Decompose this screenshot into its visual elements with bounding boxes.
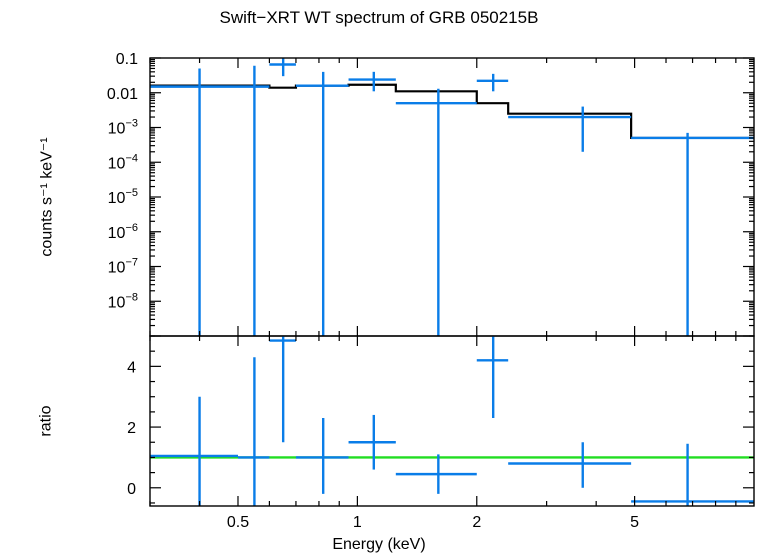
ratio-y-axis-label: ratio xyxy=(37,405,55,437)
ratio-y-tick-label: 2 xyxy=(127,420,136,437)
x-tick-label: 0.5 xyxy=(227,514,249,531)
spectrum-y-tick-label: 10−5 xyxy=(108,187,138,207)
ratio-frame xyxy=(149,335,755,507)
spectrum-y-tick-label: 10−3 xyxy=(108,118,138,138)
model-step-line xyxy=(150,83,754,140)
x-tick-label: 5 xyxy=(630,514,639,531)
spectrum-y-axis-label: counts s⁻¹ keV⁻¹ xyxy=(38,137,56,257)
spectrum-y-tick-label: 10−4 xyxy=(108,152,138,172)
spectrum-y-tick-label: 0.1 xyxy=(116,51,138,68)
chart-title: Swift−XRT WT spectrum of GRB 050215B xyxy=(219,8,539,27)
x-axis-label: Energy (keV) xyxy=(332,536,426,553)
spectrum-frame xyxy=(149,57,755,337)
spectrum-panel: 0.1 0.01 10−3 10−4 10−5 10−6 10−7 10−8 xyxy=(107,51,755,337)
spectrum-y-tick-label: 0.01 xyxy=(107,86,138,103)
ratio-panel: 0.5 1 2 5 0 2 4 xyxy=(127,335,755,531)
x-tick-label: 1 xyxy=(353,514,362,531)
spectrum-y-tick-label: 10−7 xyxy=(108,257,138,277)
x-tick-label: 2 xyxy=(472,514,481,531)
ratio-y-tick-label: 4 xyxy=(127,359,136,376)
ratio-data-group xyxy=(150,336,754,506)
spectrum-y-tick-label: 10−6 xyxy=(108,222,138,242)
spectrum-y-tick-label: 10−8 xyxy=(108,291,138,311)
spectrum-data-group xyxy=(150,58,754,336)
ratio-y-tick-label: 0 xyxy=(127,481,136,498)
